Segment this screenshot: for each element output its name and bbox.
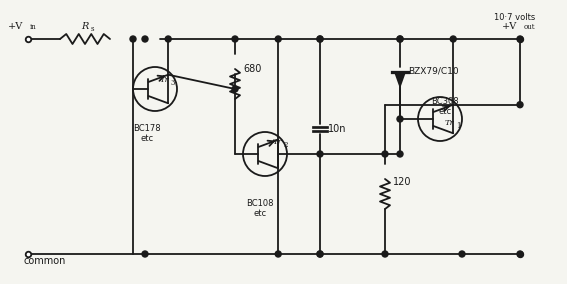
Circle shape — [232, 86, 238, 92]
Circle shape — [382, 151, 388, 157]
Text: 3: 3 — [171, 79, 175, 87]
Text: Tr: Tr — [445, 119, 455, 127]
Text: 10·7 volts: 10·7 volts — [494, 13, 536, 22]
Circle shape — [317, 151, 323, 157]
Polygon shape — [395, 72, 405, 86]
Text: 10n: 10n — [328, 124, 346, 134]
Circle shape — [317, 251, 323, 257]
Circle shape — [397, 151, 403, 157]
Text: in: in — [30, 23, 37, 31]
Text: common: common — [23, 256, 65, 266]
Text: 120: 120 — [393, 177, 412, 187]
Circle shape — [397, 116, 403, 122]
Circle shape — [317, 36, 323, 42]
Circle shape — [397, 36, 403, 42]
Circle shape — [317, 251, 323, 257]
Circle shape — [142, 251, 148, 257]
Circle shape — [382, 251, 388, 257]
Text: Tr: Tr — [273, 138, 282, 146]
Text: BC178
etc: BC178 etc — [133, 124, 161, 143]
Text: BC108
etc: BC108 etc — [246, 199, 274, 218]
Circle shape — [275, 36, 281, 42]
Text: +V: +V — [502, 22, 517, 31]
Text: 680: 680 — [243, 64, 261, 74]
Circle shape — [130, 36, 136, 42]
Circle shape — [517, 36, 523, 42]
Text: R: R — [81, 22, 88, 31]
Circle shape — [517, 251, 523, 257]
Circle shape — [317, 36, 323, 42]
Circle shape — [450, 36, 456, 42]
Text: Tr: Tr — [160, 76, 170, 84]
Circle shape — [517, 102, 523, 108]
Circle shape — [142, 36, 148, 42]
Circle shape — [232, 36, 238, 42]
Circle shape — [165, 36, 171, 42]
Text: 1: 1 — [456, 122, 460, 130]
Text: 2: 2 — [284, 141, 289, 149]
Circle shape — [459, 251, 465, 257]
Circle shape — [397, 36, 403, 42]
Text: BC308
etc: BC308 etc — [431, 97, 459, 116]
Text: +V: +V — [8, 22, 23, 31]
Circle shape — [275, 251, 281, 257]
Text: BZX79/C10: BZX79/C10 — [408, 66, 459, 76]
Text: out: out — [524, 23, 535, 31]
Text: s: s — [91, 25, 95, 33]
